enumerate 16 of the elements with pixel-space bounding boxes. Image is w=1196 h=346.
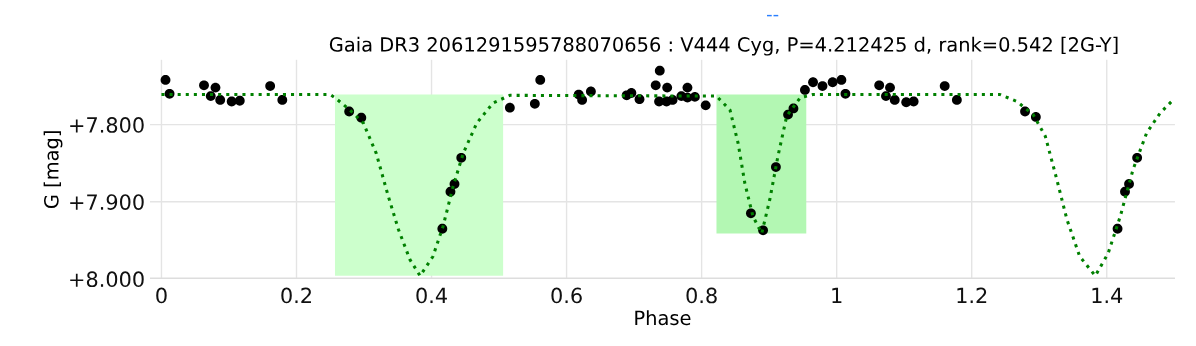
x-tick-label: 1: [832, 287, 842, 304]
line-series: [159, 93, 1174, 278]
x-tick-label: 0.2: [281, 287, 311, 304]
y-tick-label: +8.000: [70, 271, 144, 288]
x-tick-label: 0: [156, 287, 167, 304]
x-axis-title: Phase: [635, 310, 691, 326]
y-tick-label: +7.900: [70, 194, 144, 210]
y-tick-label: +7.800: [70, 117, 144, 133]
x-tick-label: 0.4: [416, 287, 447, 304]
text: --: [766, 14, 779, 17]
x-tick-label: 0.8: [686, 287, 717, 304]
x-tick-label: 1.4: [1092, 287, 1123, 304]
chart-title: Gaia DR3 2061291595788070656 : V444 Cyg, P=4.212425 d, rank=0.542 [2G-Y]: [329, 36, 1118, 56]
x-tick-label: 1.2: [957, 287, 987, 304]
x-tick-label: 0.6: [551, 287, 582, 304]
y-axis-title: G [mag]: [43, 131, 63, 209]
